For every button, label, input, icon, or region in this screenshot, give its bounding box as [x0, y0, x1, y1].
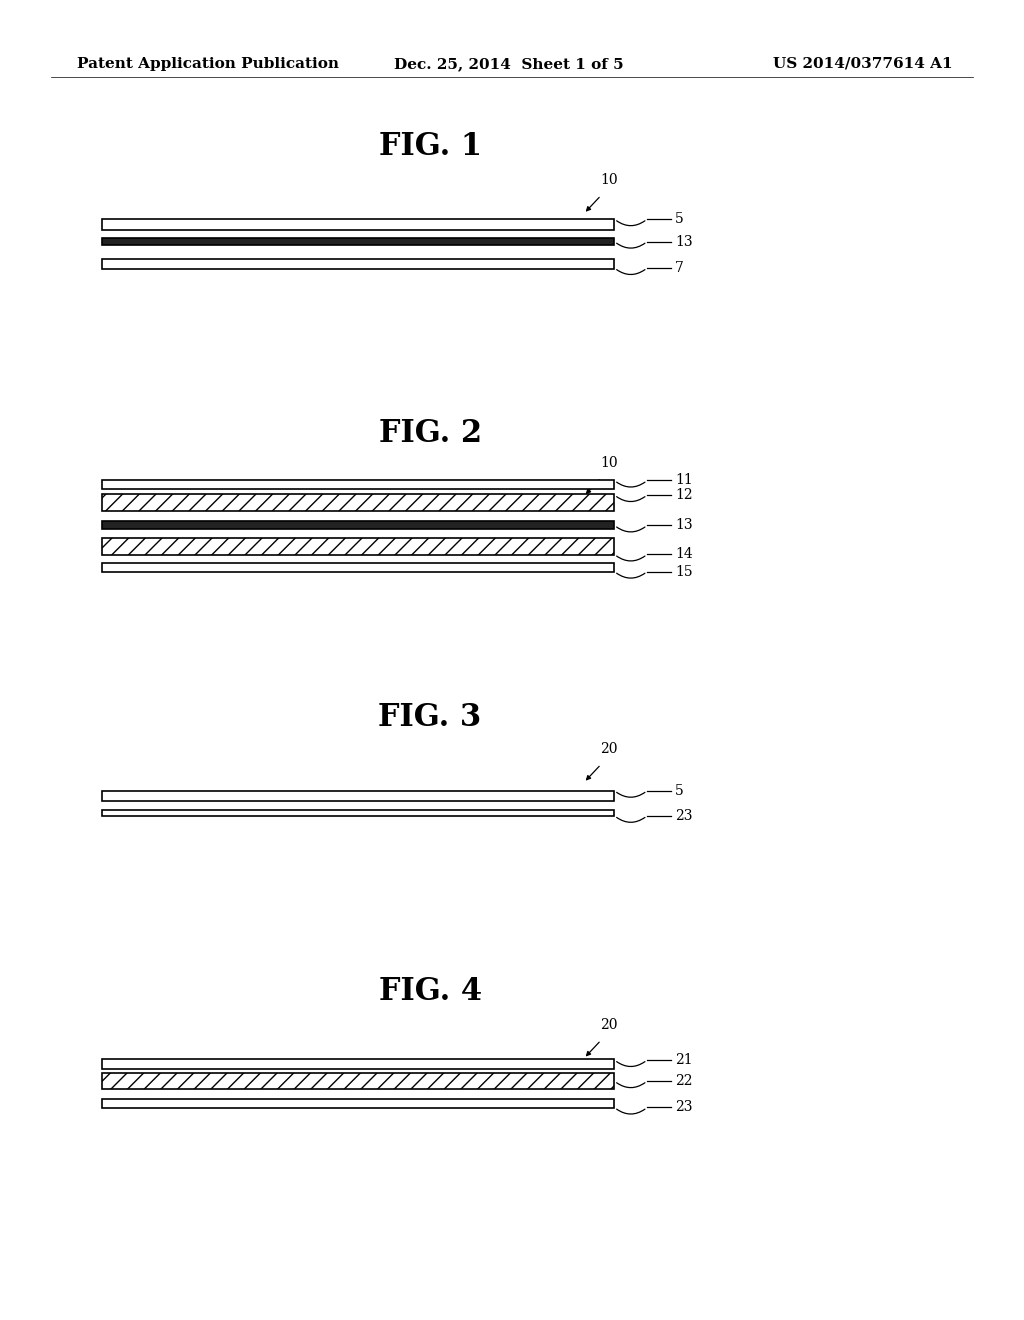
Text: 15: 15 [675, 565, 692, 578]
Bar [102, 562, 614, 573]
Bar [102, 219, 614, 230]
Text: 5: 5 [675, 784, 684, 797]
Text: US 2014/0377614 A1: US 2014/0377614 A1 [773, 57, 952, 71]
Text: Dec. 25, 2014  Sheet 1 of 5: Dec. 25, 2014 Sheet 1 of 5 [394, 57, 624, 71]
Text: 7: 7 [675, 261, 684, 275]
Bar [102, 1098, 614, 1109]
Text: 11: 11 [675, 474, 692, 487]
Bar [102, 791, 614, 801]
Text: 23: 23 [675, 809, 692, 822]
Text: 20: 20 [600, 1018, 618, 1032]
Text: 13: 13 [675, 235, 692, 248]
Text: 20: 20 [600, 742, 618, 756]
Bar [102, 539, 614, 554]
Text: 21: 21 [675, 1053, 692, 1067]
Text: FIG. 4: FIG. 4 [379, 977, 481, 1007]
Text: 12: 12 [675, 488, 692, 502]
Text: Patent Application Publication: Patent Application Publication [77, 57, 339, 71]
Bar [102, 521, 614, 529]
Bar [102, 1059, 614, 1069]
Text: 23: 23 [675, 1101, 692, 1114]
Text: 22: 22 [675, 1074, 692, 1088]
Text: FIG. 2: FIG. 2 [379, 418, 481, 449]
Bar [102, 809, 614, 816]
Text: 13: 13 [675, 519, 692, 532]
Bar [102, 494, 614, 511]
Bar [102, 259, 614, 268]
Text: FIG. 1: FIG. 1 [379, 132, 481, 162]
Text: FIG. 3: FIG. 3 [379, 702, 481, 733]
Text: 10: 10 [600, 455, 618, 470]
Text: 10: 10 [600, 173, 618, 187]
Bar [102, 479, 614, 488]
Bar [102, 1073, 614, 1089]
Text: 5: 5 [675, 213, 684, 226]
Text: 14: 14 [675, 548, 692, 561]
Bar [102, 238, 614, 244]
